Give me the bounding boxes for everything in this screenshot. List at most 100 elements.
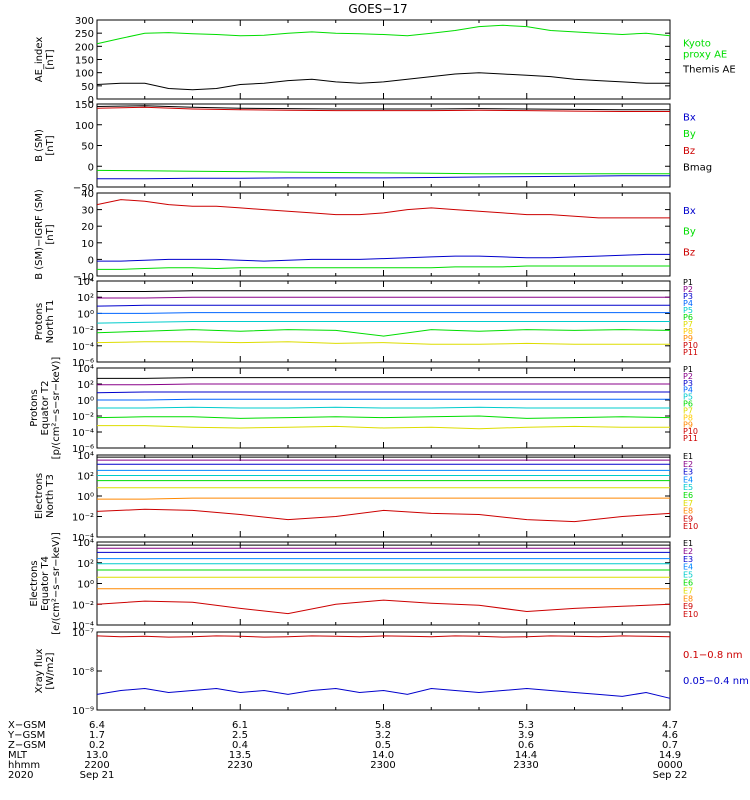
y-axis-label-line: Protons (34, 303, 45, 340)
legend-label: P3 (683, 292, 693, 301)
legend-label-line: P8 (683, 413, 693, 422)
y-tick-label: 10⁻⁷ (72, 628, 94, 639)
legend-label-line: E10 (683, 522, 698, 531)
series-line (97, 296, 670, 299)
y-tick-label: −50 (73, 183, 94, 194)
legend-label: E1 (683, 539, 693, 548)
legend-label: E3 (683, 555, 693, 564)
series-line (96, 508, 671, 523)
legend-label: P3 (683, 379, 693, 388)
footer-cell: 0.7 (662, 740, 678, 751)
legend-label-line: E3 (683, 468, 693, 477)
y-tick-label: 10⁴ (77, 364, 94, 375)
legend-label-line: P6 (683, 313, 693, 322)
footer-cell: 14.4 (515, 750, 537, 761)
footer-cell: 6.4 (89, 720, 105, 731)
legend-label-line: Kyoto (683, 38, 711, 49)
legend-label-line: E9 (683, 602, 693, 611)
legend-label: Bmag (683, 162, 712, 173)
y-axis-label-line: Electrons (34, 473, 45, 519)
footer-cell: 2230 (227, 760, 252, 771)
legend-label-line: E2 (683, 547, 693, 556)
legend-label: E4 (683, 475, 693, 484)
panel-3: −10 0 10 20 30 40 B (SM)−IGRF (SM)[nT] Bx By Bz (34, 189, 696, 283)
y-axis-label-line: AE_index (34, 37, 45, 83)
legend-label-line: By (683, 129, 696, 140)
y-axis-label-line: [nT] (45, 224, 56, 244)
series-line (96, 199, 670, 219)
legend-label: Bz (683, 247, 695, 258)
legend-label-line: Bmag (683, 162, 712, 173)
y-tick-label: 10⁴ (77, 451, 94, 462)
y-tick-label: 0 (88, 255, 94, 266)
legend-label-line: P7 (683, 320, 693, 329)
legend-label: P10 (683, 341, 698, 350)
footer-cell: 5.8 (375, 720, 391, 731)
y-axis-label-line: [nT] (45, 49, 56, 69)
legend-label-line: P8 (683, 327, 693, 336)
legend-label-line: P2 (683, 372, 693, 381)
footer-cell: 2200 (84, 760, 109, 771)
y-axis-label: Xray flux[W/m2] (34, 649, 56, 694)
legend-label-line: P1 (683, 365, 693, 374)
footer-cell: 0.2 (89, 740, 105, 751)
panel-frame (96, 631, 671, 711)
panel-frame (96, 103, 671, 188)
legend-label-line: E5 (683, 571, 693, 580)
footer-cell: 13.0 (86, 750, 108, 761)
y-tick-label: 10⁻⁶ (72, 444, 94, 455)
series-line (96, 329, 671, 337)
legend-label: E4 (683, 563, 693, 572)
y-axis-label-line: [p/(cm²−s−sr−keV)] (51, 357, 62, 460)
legend-label: P7 (683, 406, 693, 415)
legend-label: P4 (683, 386, 693, 395)
footer-cell: 0.6 (518, 740, 534, 751)
series-line (96, 391, 670, 394)
y-tick-label: 10⁻⁴ (72, 621, 94, 632)
series-line (96, 105, 670, 111)
footer-row-label: Z−GSM (8, 740, 46, 751)
y-tick-label: 10² (77, 472, 94, 483)
legend-label-line: E4 (683, 475, 693, 484)
footer-cell: 1.7 (89, 730, 105, 741)
panel-frame (96, 19, 671, 100)
y-axis-label-line: Xray flux (34, 649, 45, 694)
footer-row-label: MLT (8, 750, 28, 761)
footer-cell: 4.7 (662, 720, 678, 731)
y-tick-label: 20 (81, 222, 94, 233)
series-line (97, 290, 670, 292)
legend-label-line: P11 (683, 434, 698, 443)
y-tick-label: 10⁻⁴ (72, 428, 94, 439)
legend-label: P11 (683, 434, 698, 443)
legend-label-line: 0.05−0.4 nm (683, 676, 749, 687)
legend-label: P6 (683, 313, 693, 322)
y-axis-label-line: [nT] (45, 135, 56, 155)
legend-label-line: Bx (683, 206, 696, 217)
series-line (97, 312, 670, 314)
legend-label: Themis AE (682, 65, 736, 76)
series-line (96, 635, 671, 638)
y-tick-label: 10⁻² (72, 513, 94, 524)
footer-cell: 6.1 (232, 720, 248, 731)
legend-label: P11 (683, 348, 698, 357)
legend-label-line: E8 (683, 507, 693, 516)
legend-label: E8 (683, 507, 693, 516)
legend-label: E6 (683, 491, 693, 500)
series-line (97, 406, 670, 409)
legend-label: E9 (683, 514, 693, 523)
panel-frame (96, 454, 671, 538)
footer-cell: 5.3 (518, 720, 534, 731)
series-line (96, 321, 670, 324)
y-tick-label: 10⁻⁴ (72, 342, 94, 353)
legend-label: P9 (683, 420, 693, 429)
panel-5: 10⁻⁶ 10⁻⁴ 10⁻² 10⁰ 10² 10⁴ ProtonsEquator T2[p… (29, 357, 698, 460)
legend-label-line: E6 (683, 491, 693, 500)
y-tick-label: 10² (77, 559, 94, 570)
legend-label-line: E6 (683, 579, 693, 588)
y-tick-label: 10⁰ (77, 309, 94, 320)
footer-row-label: 2020 (8, 770, 33, 781)
legend-label: E6 (683, 579, 693, 588)
legend-label-line: proxy AE (683, 49, 727, 60)
